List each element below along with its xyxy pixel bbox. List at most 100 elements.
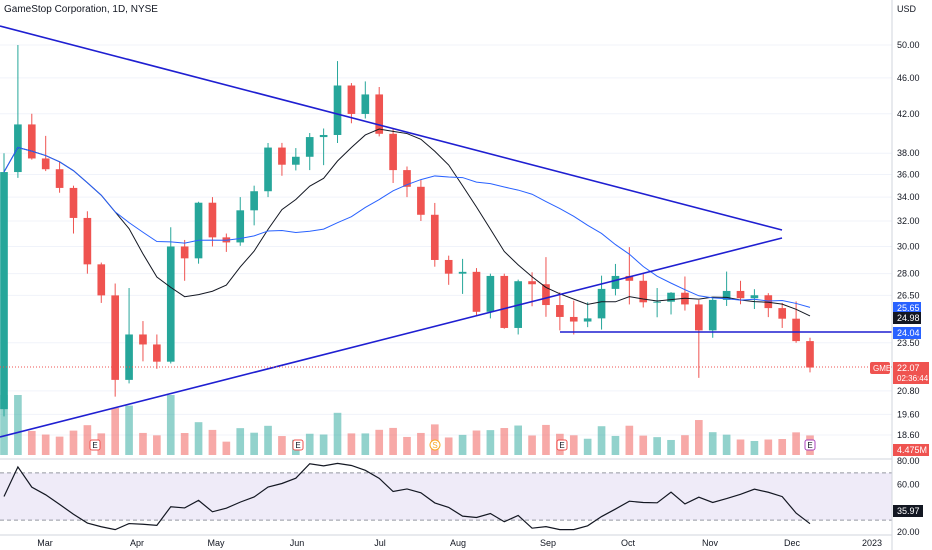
candle[interactable] (375, 86, 384, 137)
candle[interactable] (430, 202, 439, 267)
candle[interactable] (264, 142, 272, 198)
candle[interactable] (583, 302, 592, 328)
time-axis-label[interactable]: Oct (621, 538, 636, 548)
volume-bar (583, 438, 592, 455)
earnings-marker-label: E (807, 441, 812, 450)
candle-body (486, 275, 495, 312)
candle[interactable] (180, 239, 189, 281)
candle[interactable] (681, 276, 689, 311)
candle[interactable] (361, 81, 370, 119)
candle[interactable] (625, 247, 634, 305)
time-axis-label[interactable]: Dec (784, 538, 801, 548)
candle[interactable] (236, 197, 245, 246)
candle[interactable] (305, 133, 314, 171)
candle-body (403, 170, 411, 187)
time-axis-label[interactable]: Apr (130, 538, 144, 548)
time-axis[interactable]: Mar Apr May Jun Jul Aug Sep Oct Nov Dec 2023 (0, 534, 892, 548)
time-axis-label[interactable]: Jun (290, 538, 305, 548)
trendlines[interactable] (0, 25, 892, 438)
candle[interactable] (778, 302, 787, 328)
candle[interactable] (389, 128, 397, 183)
chart-title: GameStop Corporation, 1D, NYSE (4, 4, 158, 15)
candle[interactable] (292, 148, 300, 171)
candle[interactable] (472, 268, 481, 317)
candle[interactable] (444, 255, 453, 285)
candle-body (722, 290, 731, 300)
candle[interactable] (194, 201, 203, 264)
volume-bar (542, 424, 550, 455)
volume-bar (333, 412, 342, 455)
earnings-marker-box (804, 439, 816, 451)
volume-bar (639, 435, 648, 455)
candle[interactable] (528, 272, 536, 307)
candle[interactable] (41, 135, 50, 172)
candle[interactable] (14, 45, 22, 178)
candle[interactable] (153, 334, 161, 369)
candle[interactable] (639, 273, 648, 308)
candle[interactable] (319, 128, 328, 166)
volume-bar (417, 432, 425, 455)
candle[interactable] (486, 273, 495, 319)
candle[interactable] (792, 301, 800, 343)
candle[interactable] (166, 227, 175, 364)
time-axis-label[interactable]: May (207, 538, 225, 548)
volume-bar (375, 429, 384, 455)
candle-body (625, 275, 634, 281)
candle[interactable] (97, 262, 106, 303)
candle[interactable] (569, 300, 578, 335)
candle[interactable] (708, 297, 717, 338)
candle[interactable] (208, 197, 217, 247)
trendline-upper[interactable] (0, 25, 783, 231)
dividend-marker: S (429, 439, 441, 451)
candle[interactable] (667, 292, 675, 315)
time-axis-label[interactable]: Jul (374, 538, 386, 548)
volume-bar (472, 430, 481, 455)
candle-body (153, 344, 161, 362)
candle[interactable] (69, 185, 78, 234)
rsi-line (3, 462, 811, 531)
volume-bar (305, 433, 314, 455)
candle[interactable] (500, 273, 509, 329)
volume-bar (55, 436, 64, 455)
price-tick-label: 18.60 (897, 430, 920, 440)
volume-bar (792, 432, 800, 455)
volume-bar (347, 433, 356, 455)
candle[interactable] (333, 61, 342, 143)
candle-body (139, 334, 147, 345)
candle[interactable] (27, 113, 36, 160)
candle[interactable] (250, 185, 258, 226)
candle[interactable] (222, 233, 231, 252)
candle[interactable] (403, 166, 411, 198)
candle-body (708, 299, 717, 331)
candle[interactable] (722, 271, 731, 306)
volume-label-text: 4.475M (897, 445, 927, 455)
candle[interactable] (83, 211, 92, 274)
time-axis-label[interactable]: Sep (540, 538, 556, 548)
candle[interactable] (417, 180, 425, 222)
price-axis[interactable]: USD 50.00 46.00 42.00 38.00 36.00 34.00 32.00 30… (870, 0, 929, 550)
candle[interactable] (0, 153, 8, 417)
time-axis-label[interactable]: Nov (702, 538, 719, 548)
volume-bar (69, 430, 78, 455)
candle[interactable] (764, 293, 773, 318)
candle[interactable] (695, 300, 703, 378)
moving-average-long (3, 146, 811, 308)
candle[interactable] (347, 83, 356, 124)
candle[interactable] (111, 283, 119, 397)
candle[interactable] (514, 279, 522, 335)
candle[interactable] (55, 161, 64, 193)
candle[interactable] (458, 258, 467, 294)
time-axis-label[interactable]: 2023 (862, 538, 882, 548)
time-axis-label[interactable]: Mar (37, 538, 53, 548)
candle[interactable] (139, 321, 147, 362)
candle[interactable] (125, 288, 133, 384)
price-tick-label: 38.00 (897, 148, 920, 158)
time-axis-label[interactable]: Aug (450, 538, 466, 548)
trendline-lower[interactable] (0, 237, 783, 438)
candle[interactable] (556, 292, 564, 331)
volume-bar (625, 425, 634, 455)
candlesticks[interactable] (0, 45, 814, 417)
candle[interactable] (653, 288, 661, 318)
candle[interactable] (278, 142, 286, 176)
